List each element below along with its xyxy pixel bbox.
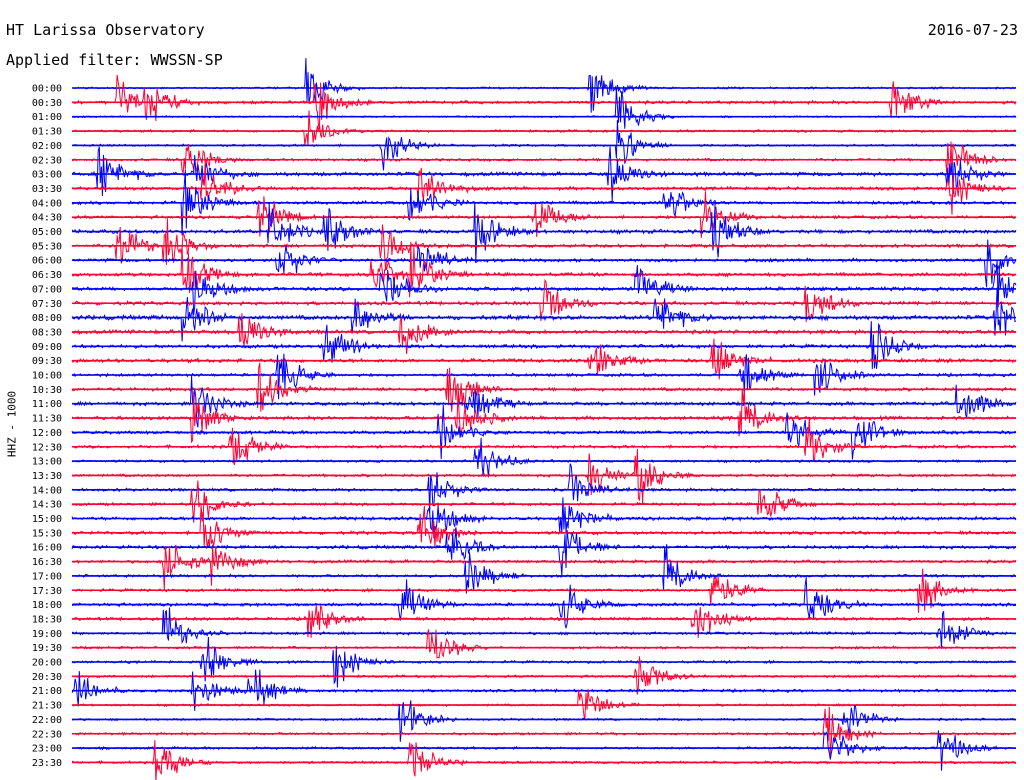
trace-time-label: 04:00: [32, 198, 62, 209]
trace-time-label: 23:00: [32, 744, 62, 755]
trace-time-label: 19:30: [32, 643, 62, 654]
trace-time-label: 02:00: [32, 141, 62, 152]
trace-time-label: 00:00: [32, 84, 62, 95]
trace-time-label: 14:00: [32, 485, 62, 496]
seismic-trace: [71, 74, 1017, 127]
trace-time-label: 18:30: [32, 614, 62, 625]
trace-time-label: 05:00: [32, 227, 62, 238]
filter-label: Applied filter: WWSSN-SP: [6, 51, 223, 69]
trace-time-label: 11:00: [32, 399, 62, 410]
trace-time-label: 07:00: [32, 284, 62, 295]
trace-time-label: 11:30: [32, 414, 62, 425]
trace-time-label: 10:30: [32, 385, 62, 396]
trace-time-label: 13:30: [32, 471, 62, 482]
trace-time-label: 01:30: [32, 127, 62, 138]
trace-time-label: 00:30: [32, 98, 62, 109]
seismic-trace: [71, 730, 1017, 771]
trace-time-label: 19:00: [32, 629, 62, 640]
trace-time-label: 15:30: [32, 528, 62, 539]
trace-time-label: 06:00: [32, 256, 62, 267]
seismic-trace: [71, 88, 1017, 129]
seismic-trace: [71, 740, 1017, 780]
seismic-trace: [71, 218, 1017, 271]
seismic-trace: [71, 544, 1017, 594]
seismic-trace: [71, 505, 1017, 549]
date-label: 2016-07-23: [927, 21, 1018, 39]
trace-time-label: 20:00: [32, 658, 62, 669]
trace-time-label: 14:30: [32, 500, 62, 511]
seismic-trace: [71, 527, 1017, 576]
y-axis-label: HHZ - 1000: [5, 390, 19, 458]
trace-time-label: 12:30: [32, 442, 62, 453]
trace-time-label: 06:30: [32, 270, 62, 281]
trace-time-label: 17:00: [32, 571, 62, 582]
trace-time-label: 22:30: [32, 729, 62, 740]
trace-time-label: 23:30: [32, 758, 62, 769]
seismic-trace: [71, 480, 1017, 523]
trace-time-label: 20:30: [32, 672, 62, 683]
trace-time-label: 04:30: [32, 213, 62, 224]
trace-time-label: 09:00: [32, 342, 62, 353]
trace-time-label: 10:00: [32, 371, 62, 382]
trace-time-label: 01:00: [32, 112, 62, 123]
trace-time-label: 12:00: [32, 428, 62, 439]
trace-time-label: 07:30: [32, 299, 62, 310]
trace-time-label: 08:30: [32, 327, 62, 338]
trace-time-label: 15:00: [32, 514, 62, 525]
seismic-trace: [71, 544, 1017, 591]
trace-time-label: 16:00: [32, 543, 62, 554]
trace-time-label: 22:00: [32, 715, 62, 726]
seismic-trace: [71, 58, 1017, 113]
trace-time-label: 08:00: [32, 313, 62, 324]
seismic-trace: [71, 110, 1017, 146]
seismic-trace: [71, 607, 1017, 649]
trace-time-label: 13:00: [32, 457, 62, 468]
seismic-trace: [71, 463, 1017, 514]
seismic-trace: [71, 388, 1017, 444]
observatory-title: HT Larissa Observatory: [6, 21, 205, 39]
trace-time-label: 21:00: [32, 686, 62, 697]
trace-time-label: 16:30: [32, 557, 62, 568]
trace-time-label: 17:30: [32, 586, 62, 597]
trace-time-label: 21:30: [32, 701, 62, 712]
trace-time-label: 18:00: [32, 600, 62, 611]
trace-time-label: 03:30: [32, 184, 62, 195]
trace-time-label: 09:30: [32, 356, 62, 367]
seismic-trace: [71, 700, 1017, 742]
seismic-trace: [71, 437, 1017, 478]
trace-time-label: 02:30: [32, 155, 62, 166]
trace-time-label: 05:30: [32, 241, 62, 252]
trace-time-label: 03:00: [32, 170, 62, 181]
seismic-trace: [71, 146, 1017, 202]
seismic-trace: [71, 141, 1017, 176]
